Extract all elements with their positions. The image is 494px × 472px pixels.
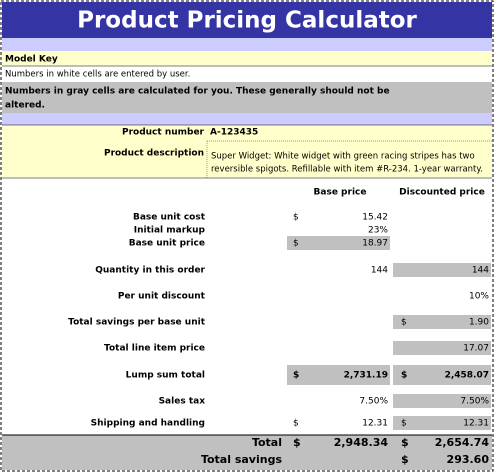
row-label: Per unit discount	[118, 292, 206, 302]
key-row	[2, 51, 492, 66]
row-label: Quantity in this order	[95, 266, 205, 276]
base-value: 144	[371, 266, 388, 276]
discounted-value: 10%	[469, 292, 489, 302]
column-header: Base price	[314, 188, 367, 198]
currency: $	[401, 318, 407, 328]
row-label: Lump sum total	[126, 371, 205, 381]
currency: $	[293, 213, 299, 223]
discounted-value: 2,654.74	[435, 436, 490, 449]
title: Product Pricing Calculator	[77, 8, 417, 34]
calculated-cell	[393, 341, 491, 355]
currency: $	[293, 419, 299, 429]
key-title: Model Key	[5, 55, 58, 65]
discounted-value: 7.50%	[460, 397, 489, 407]
calculated-cell	[393, 365, 491, 385]
calculated-cell	[393, 315, 491, 329]
gray-note: Numbers in gray cells are calculated for…	[5, 87, 390, 97]
calculated-cell	[393, 263, 491, 277]
calculated-cell	[287, 236, 390, 250]
row-label: Initial markup	[134, 226, 206, 236]
calculated-cell	[287, 365, 390, 385]
row-label: Sales tax	[159, 397, 206, 407]
currency: $	[401, 371, 407, 381]
row-label: Shipping and handling	[91, 419, 205, 429]
calculated-cell	[393, 394, 491, 408]
column-header: Discounted price	[399, 188, 485, 198]
currency: $	[293, 371, 299, 381]
currency: $	[293, 436, 301, 449]
base-value: 2,948.34	[334, 436, 389, 449]
base-value: 7.50%	[359, 397, 388, 407]
currency: $	[401, 419, 407, 429]
base-value: 2,731.19	[344, 371, 388, 381]
currency: $	[293, 239, 299, 249]
discounted-value: 293.60	[447, 453, 490, 466]
base-value: 15.42	[362, 213, 388, 223]
base-value: 18.97	[362, 239, 388, 249]
currency: $	[401, 453, 409, 466]
gray-note: altered.	[5, 101, 45, 111]
discounted-value: 1.90	[469, 318, 489, 328]
row-label: Base unit cost	[133, 213, 206, 223]
discounted-value: 144	[472, 266, 489, 276]
gray-note-row	[2, 82, 492, 113]
title-bar	[2, 2, 492, 38]
row-label: Total savings per base unit	[68, 318, 206, 328]
totals-area	[2, 435, 492, 470]
spacer-row	[2, 113, 492, 125]
product-description: Super Widget: White widget with green ra…	[211, 152, 475, 162]
discounted-value: 2,458.07	[445, 371, 489, 381]
white-note: Numbers in white cells are entered by us…	[5, 70, 190, 80]
spacer-row	[2, 38, 492, 51]
product-description-label: Product description	[104, 149, 204, 159]
product-number: A-123435	[210, 128, 258, 138]
currency: $	[401, 436, 409, 449]
row-label: Total line item price	[104, 344, 205, 354]
calculated-cell	[393, 416, 491, 430]
base-value: 23%	[368, 226, 388, 236]
product-description: reversible spigots. Refillable with item…	[211, 165, 483, 175]
row-label: Base unit price	[129, 239, 205, 249]
total-label: Total	[252, 436, 282, 449]
base-value: 12.31	[362, 419, 388, 429]
total-label: Total savings	[201, 453, 282, 466]
discounted-value: 17.07	[463, 344, 489, 354]
product-area	[2, 125, 492, 178]
discounted-value: 12.31	[463, 419, 489, 429]
product-number-label: Product number	[122, 128, 205, 138]
